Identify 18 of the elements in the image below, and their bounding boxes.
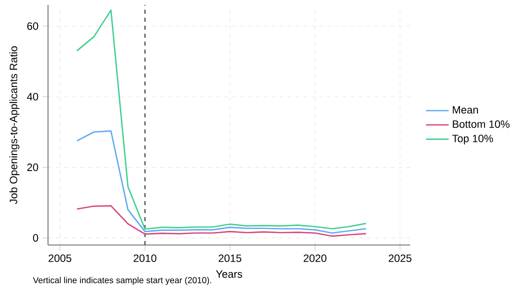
line-series (76, 10, 367, 230)
legend-label: Mean (452, 106, 478, 114)
x-tick-label: 2015 (218, 254, 242, 262)
legend-label: Bottom 10% (452, 120, 510, 128)
x-tick-label: 2025 (388, 254, 412, 262)
x-axis-title: Years (216, 270, 242, 278)
y-tick-label: 20 (27, 164, 38, 172)
legend-label: Top 10% (452, 134, 493, 144)
y-axis-title: Job Openings-to-Applicants Ratio (9, 46, 20, 204)
x-tick-label: 2020 (304, 254, 326, 262)
line-series (76, 130, 367, 234)
text: Vertical line indicates sample start year (2010). (32, 276, 212, 285)
line-series (76, 205, 367, 237)
x-tick-label: 2005 (48, 254, 72, 262)
y-tick-label: 40 (26, 92, 38, 100)
y-tick-label: 0 (33, 234, 38, 242)
x-tick-label: 2010 (134, 254, 156, 262)
y-tick-label: 60 (27, 22, 38, 30)
